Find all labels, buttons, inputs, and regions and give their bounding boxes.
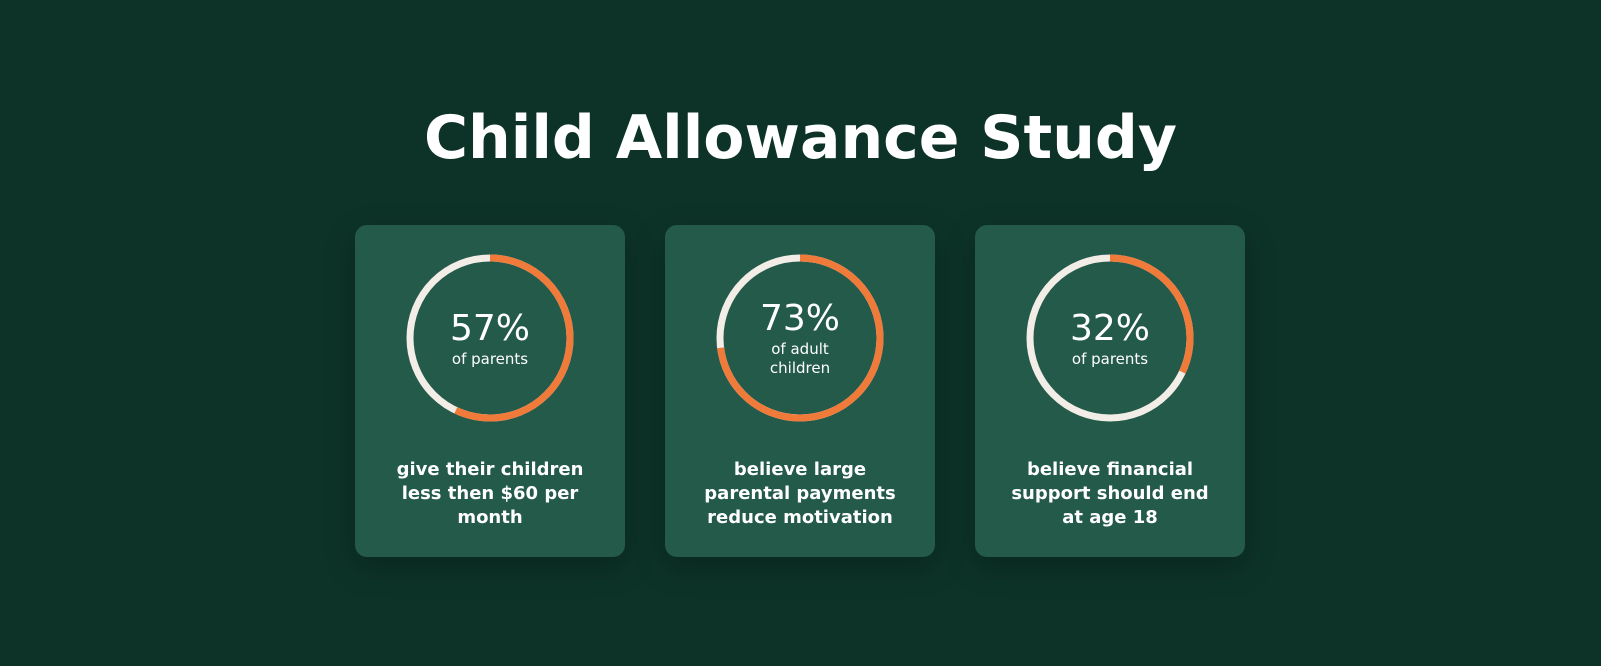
donut-center: 73% of adult children xyxy=(744,252,856,424)
caption: give their children less then $60 per mo… xyxy=(396,459,584,528)
donut: 32% of parents xyxy=(1024,252,1196,424)
donut-arc xyxy=(716,254,884,422)
stat-card: 32% of parents believe financial support s… xyxy=(975,225,1245,557)
donut-center: 32% of parents xyxy=(1054,252,1166,424)
donut-chart xyxy=(406,254,574,422)
donut-chart xyxy=(716,254,884,422)
stat-card: 57% of parents give their children less th… xyxy=(355,225,625,557)
title: Child Allowance Study xyxy=(424,103,1177,173)
subtitle: of parents xyxy=(1071,349,1149,368)
donut-arc xyxy=(406,254,574,422)
stat-card: 73% of adult children believe large parent… xyxy=(665,225,935,557)
donut: 57% of parents xyxy=(404,252,576,424)
subtitle: of parents xyxy=(451,349,529,368)
value-label: 57% xyxy=(449,307,530,349)
donut-center: 57% of parents xyxy=(434,252,546,424)
caption: believe financial support should end at … xyxy=(1011,459,1209,528)
cards: 57% of parents give their children less th… xyxy=(355,225,1245,557)
value-label: 73% xyxy=(759,298,840,339)
subtitle: of adult children xyxy=(769,340,831,377)
donut-chart xyxy=(1026,254,1194,422)
caption: believe large parental payments reduce m… xyxy=(704,459,896,528)
value-label: 32% xyxy=(1069,307,1150,349)
donut: 73% of adult children xyxy=(714,252,886,424)
donut-arc xyxy=(1026,254,1194,422)
